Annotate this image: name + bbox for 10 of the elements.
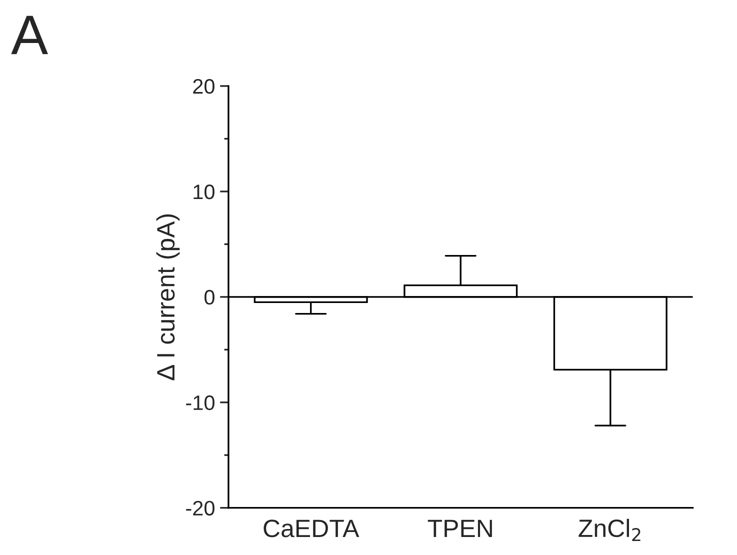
x-tick-label: ZnCl$_{2}$ <box>578 518 640 542</box>
y-axis-title: Δ I current (pA) <box>156 214 180 380</box>
y-tick-label: 10 <box>194 184 214 200</box>
chart-title: A <box>11 16 48 54</box>
y-tick-label: -10 <box>186 395 214 410</box>
y-tick-label: 0 <box>204 290 214 305</box>
y-tick-label: -20 <box>186 500 214 516</box>
y-tick-label: 20 <box>193 79 214 94</box>
x-tick-label: CaEDTA <box>264 520 360 538</box>
x-tick-label: TPEN <box>428 520 492 538</box>
